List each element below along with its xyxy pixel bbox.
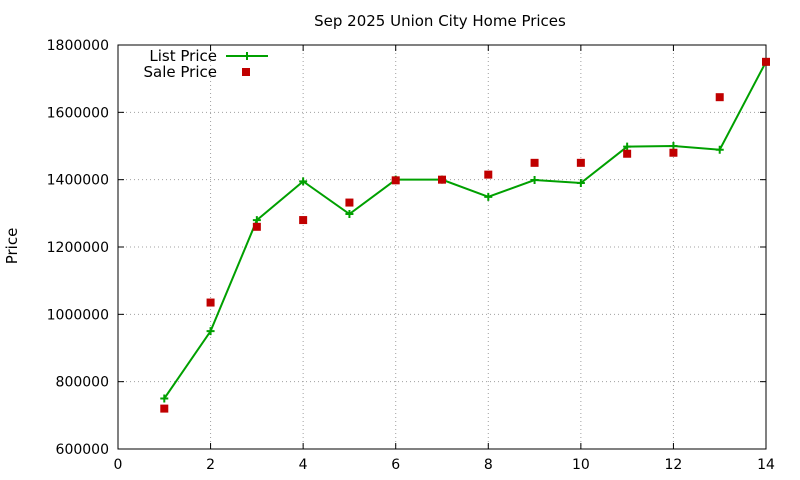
y-axis-label: Price — [3, 228, 21, 265]
list-price-point — [299, 177, 308, 186]
sale-price-point — [530, 158, 539, 167]
legend-swatch-sale-price — [242, 68, 250, 76]
y-tick-label: 1800000 — [47, 38, 109, 54]
list-price-point — [576, 179, 585, 188]
list-price-point — [252, 216, 261, 225]
list-price-point — [206, 327, 215, 336]
y-tick-label: 1000000 — [47, 307, 109, 323]
sale-price-point — [623, 149, 632, 158]
sale-price-point — [252, 222, 261, 231]
y-tick-label: 600000 — [56, 442, 109, 458]
x-tick-label: 4 — [299, 457, 308, 473]
list-price-point — [160, 394, 169, 403]
x-tick-label: 10 — [572, 457, 590, 473]
list-price-point — [484, 192, 493, 201]
legend-marker-list-price — [243, 52, 251, 60]
x-tick-label: 0 — [114, 457, 123, 473]
list-price-series — [160, 57, 770, 403]
x-tick-label: 6 — [391, 457, 400, 473]
sale-price-series — [160, 57, 770, 413]
y-tick-label: 1600000 — [47, 105, 109, 121]
list-price-point — [530, 176, 539, 185]
chart-title: Sep 2025 Union City Home Prices — [314, 12, 566, 30]
plot-frame — [117, 44, 767, 450]
grid — [118, 45, 766, 449]
ticks: 0 2 4 6 8 10 12 14 600000 800000 1000000 1200000 140… — [47, 38, 775, 473]
x-tick-label: 8 — [484, 457, 493, 473]
sale-price-point — [715, 93, 724, 102]
sale-price-point — [762, 57, 770, 66]
sale-price-point — [345, 198, 354, 207]
sale-price-point — [299, 216, 308, 225]
x-tick-label: 12 — [665, 457, 683, 473]
y-tick-label: 1200000 — [47, 240, 109, 256]
legend-label-sale-price: Sale Price — [144, 63, 217, 81]
list-price-point — [345, 210, 354, 219]
sale-price-point — [484, 170, 493, 179]
legend: List Price Sale Price — [144, 47, 268, 81]
sale-price-point — [438, 175, 446, 184]
y-tick-label: 1400000 — [47, 173, 109, 189]
list-price-line — [163, 61, 767, 400]
sale-price-point — [669, 148, 678, 157]
y-tick-label: 800000 — [56, 375, 109, 391]
legend-label-list-price: List Price — [149, 47, 217, 65]
x-tick-label: 14 — [757, 457, 775, 473]
sale-price-point — [160, 404, 169, 413]
x-tick-label: 2 — [206, 457, 215, 473]
list-price-point — [669, 142, 678, 150]
list-price-point — [715, 145, 724, 154]
list-price-point — [623, 142, 632, 151]
sale-price-point — [391, 176, 400, 185]
sale-price-point — [206, 298, 215, 307]
sale-price-point — [576, 158, 585, 167]
